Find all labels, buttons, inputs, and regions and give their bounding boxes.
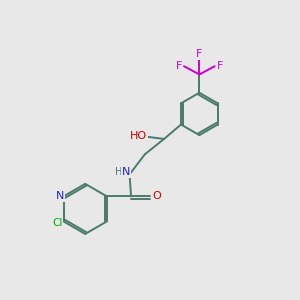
Text: N: N [122,167,130,177]
Text: HO: HO [130,131,147,141]
Text: Cl: Cl [52,218,62,228]
Text: O: O [152,191,161,201]
Text: H: H [115,167,122,177]
Text: F: F [196,49,203,59]
Text: F: F [217,61,223,71]
Text: N: N [56,191,64,201]
Text: F: F [176,61,182,71]
